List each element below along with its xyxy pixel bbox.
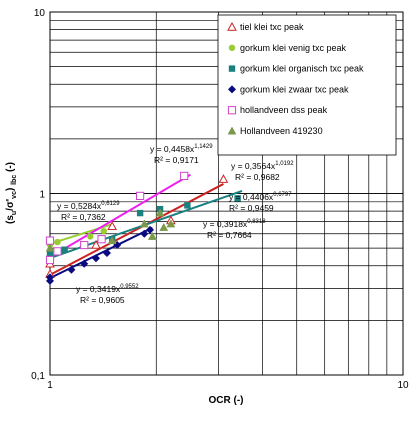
data-point-series-5 [147, 231, 157, 240]
data-point-series-2 [184, 202, 191, 209]
legend-label-3: gorkum klei zwaar txc peak [240, 84, 349, 94]
legend-label-4: hollandveen dss peak [240, 105, 328, 115]
r2-tiel-klei: R² = 0,9682 [235, 172, 280, 182]
data-points [45, 171, 241, 285]
data-point-series-5 [159, 222, 169, 231]
data-point-series-5 [139, 219, 149, 228]
equation-tiel-klei-text: y = 0,3564x1,0192 [231, 161, 294, 171]
data-point-series-3 [140, 229, 149, 238]
legend-marker-3 [228, 85, 236, 94]
equation-hollandveen-419230: y = 0,3918x0,8318 R² = 0,7664 [203, 219, 266, 240]
equation-tiel-klei: y = 0,3564x1,0192 R² = 0,9682 [231, 161, 294, 182]
data-point-series-4 [80, 240, 89, 250]
data-point-series-3 [67, 265, 76, 274]
r2-hollandveen-dss: R² = 0,9171 [154, 155, 199, 165]
equation-gorkum-venig-text: y = 0,5284x0,6129 [57, 201, 120, 211]
legend-label-5: Hollandveen 419230 [240, 126, 323, 136]
legend-marker-2 [228, 65, 236, 72]
data-point-series-2 [234, 195, 241, 202]
trendline-series-4 [49, 173, 191, 259]
x-tick-label: 1 [47, 380, 53, 391]
equation-hollandveen-dss: y = 0,4458x1,1429 R² = 0,9171 [150, 144, 213, 165]
data-point-series-0 [91, 240, 101, 249]
data-point-series-3 [102, 249, 111, 258]
data-point-series-4 [136, 191, 145, 201]
legend-label-0: tiel klei txc peak [240, 22, 304, 32]
equation-gorkum-organisch-text: y = 0,4406x0,6797 [229, 192, 292, 202]
data-point-series-5 [45, 243, 55, 252]
data-point-series-1 [100, 227, 107, 235]
x-tick-label: 10 [397, 380, 409, 391]
r2-gorkum-venig: R² = 0,7362 [61, 212, 106, 222]
trendline-series-0 [49, 183, 224, 276]
data-point-series-5 [107, 236, 117, 245]
legend-marker-4 [227, 106, 237, 115]
equation-hollandveen-dss-text: y = 0,4458x1,1429 [150, 144, 213, 154]
data-point-series-1 [87, 233, 94, 240]
x-axis-title: OCR (-) [209, 395, 244, 406]
data-point-series-2 [46, 249, 54, 257]
y-axis-title: (su/σ'vc) lbc (-) [5, 162, 18, 224]
data-point-series-5 [166, 219, 176, 228]
data-point-series-4 [180, 171, 189, 181]
data-point-series-2 [136, 209, 144, 217]
equation-gorkum-venig: y = 0,5284x0,6129 R² = 0,7362 [57, 201, 120, 222]
legend-marker-1 [228, 44, 236, 51]
legend: tiel klei txc peak gorkum klei venig txc … [227, 21, 364, 136]
data-point-series-4 [45, 255, 55, 265]
data-point-series-0 [218, 174, 229, 183]
equation-hollandveen-419230-text: y = 0,3918x0,8318 [203, 219, 266, 229]
r2-gorkum-zwaar: R² = 0,9605 [80, 295, 125, 305]
data-point-series-4 [53, 247, 62, 256]
equation-gorkum-zwaar-text: y = 0,3419x0,9552 [76, 284, 139, 294]
data-point-series-3 [146, 225, 155, 234]
legend-box [217, 14, 397, 156]
y-tick-label: 10 [34, 8, 46, 19]
equation-gorkum-zwaar: y = 0,3419x0,9552 R² = 0,9605 [76, 284, 139, 305]
data-point-series-5 [155, 208, 165, 217]
data-point-series-4 [45, 236, 55, 245]
data-point-series-2 [61, 246, 68, 253]
legend-marker-0 [227, 21, 237, 31]
data-point-series-4 [97, 235, 106, 244]
equation-gorkum-organisch: y = 0,4406x0,6797 R² = 0,9459 [229, 192, 292, 213]
r2-gorkum-organisch: R² = 0,9459 [229, 203, 274, 213]
data-point-series-3 [46, 273, 54, 282]
r2-hollandveen-419230: R² = 0,7664 [207, 230, 252, 240]
legend-label-1: gorkum klei venig txc peak [240, 43, 347, 53]
legend-marker-5 [227, 126, 237, 135]
plot-frame [49, 11, 404, 376]
data-point-series-3 [80, 259, 89, 268]
legend-label-2: gorkum klei organisch txc peak [240, 64, 364, 74]
data-point-series-3 [92, 254, 101, 263]
data-point-series-0 [107, 221, 118, 230]
y-tick-label: 0,1 [31, 371, 45, 382]
data-point-series-1 [54, 238, 61, 246]
y-tick-label: 1 [39, 190, 45, 201]
trendline-series-3 [49, 226, 153, 279]
